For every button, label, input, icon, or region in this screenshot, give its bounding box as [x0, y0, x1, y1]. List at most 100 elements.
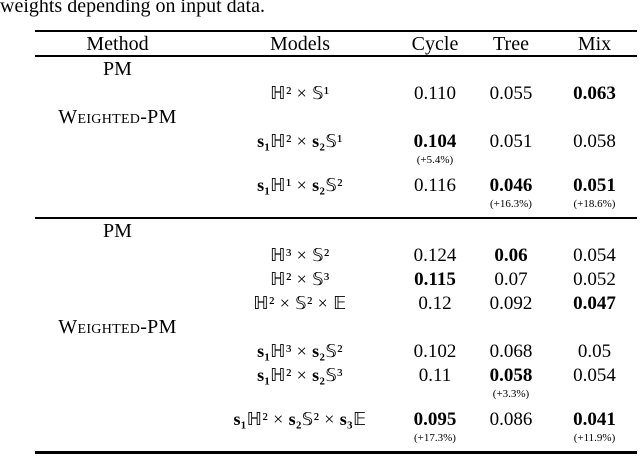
- value-cell: 0.095: [413, 408, 457, 430]
- method-label: PM: [103, 220, 132, 242]
- value-cell: 0.086: [489, 408, 533, 430]
- value-cell: 0.116: [413, 174, 457, 196]
- percent-annotation: [552, 153, 637, 154]
- percent-annotation: (+16.3%): [490, 198, 532, 210]
- improvement-annotation-row: (+17.3%) (+11.9%): [35, 431, 637, 451]
- percent-annotation: [400, 387, 470, 388]
- percent-annotation: (+18.6%): [573, 198, 616, 210]
- model-cell: ℍ³ × 𝕊²: [270, 245, 330, 265]
- value-cell: 0.041: [573, 408, 616, 430]
- value-cell: 0.058: [573, 130, 616, 152]
- scale-weight-symbol: s₂: [288, 409, 302, 429]
- value-cell: 0.051: [489, 130, 533, 152]
- improvement-annotation-row: (+5.4%): [35, 153, 637, 173]
- value-cell: 0.052: [573, 268, 616, 290]
- section-separator-rule: [35, 217, 637, 219]
- value-cell: 0.046: [489, 174, 533, 196]
- empty-cell: [200, 153, 400, 154]
- percent-annotation: [470, 153, 552, 154]
- model-result-row: ℍ² × 𝕊³ 0.115 0.07 0.052: [35, 267, 637, 291]
- value-cell: 0.068: [489, 340, 533, 362]
- column-header-cycle: Cycle: [411, 32, 459, 55]
- value-cell: 0.11: [418, 364, 452, 386]
- table-bottom-rule: [35, 451, 637, 454]
- percent-annotation: (+17.3%): [414, 432, 456, 444]
- model-result-row: s₁ℍ¹ × s₂𝕊² 0.116 0.046 0.051: [35, 173, 637, 197]
- caption-text: weights depending on input data.: [0, 0, 265, 17]
- scale-weight-symbol: s₂: [312, 175, 326, 195]
- value-cell: 0.115: [414, 268, 456, 290]
- percent-annotation: (+3.3%): [492, 388, 530, 400]
- column-header-tree: Tree: [493, 32, 529, 55]
- value-cell: 0.058: [489, 364, 533, 386]
- model-cell: ℍ² × 𝕊¹: [270, 83, 330, 103]
- empty-cell: [200, 387, 400, 388]
- percent-annotation: (+5.4%): [416, 154, 454, 166]
- value-cell: 0.102: [413, 340, 457, 362]
- scale-weight-symbol: s₁: [257, 131, 271, 151]
- empty-cell: [35, 431, 200, 432]
- value-cell: 0.07: [494, 268, 528, 290]
- value-cell: 0.063: [573, 82, 616, 104]
- empty-cell: [35, 197, 200, 198]
- value-cell: 0.092: [489, 292, 533, 314]
- model-cell: s₁ℍ¹ × s₂𝕊²: [257, 175, 343, 195]
- method-row: PM: [35, 57, 637, 81]
- model-result-row: s₁ℍ² × s₂𝕊¹ 0.104 0.051 0.058: [35, 129, 637, 153]
- scale-weight-symbol: s₁: [257, 175, 271, 195]
- percent-annotation: [400, 197, 470, 198]
- column-header-method: Method: [86, 32, 149, 55]
- model-cell: ℍ² × 𝕊² × 𝔼: [253, 293, 347, 313]
- value-cell: 0.054: [573, 364, 616, 386]
- method-row: Weighted-PM: [35, 315, 637, 339]
- model-cell: ℍ² × 𝕊³: [270, 269, 330, 289]
- method-label: PM: [103, 58, 132, 80]
- method-label: Weighted-PM: [58, 316, 177, 338]
- scale-weight-symbol: s₂: [312, 365, 326, 385]
- empty-cell: [35, 387, 200, 388]
- model-result-row: s₁ℍ² × s₂𝕊² × s₃𝔼 0.095 0.086 0.041: [35, 407, 637, 431]
- model-cell: s₁ℍ³ × s₂𝕊²: [257, 341, 343, 361]
- scale-weight-symbol: s₂: [312, 341, 326, 361]
- value-cell: 0.06: [494, 244, 528, 266]
- scale-weight-symbol: s₁: [257, 341, 271, 361]
- method-row: PM: [35, 219, 637, 243]
- model-cell: s₁ℍ² × s₂𝕊¹: [257, 131, 343, 151]
- model-cell: s₁ℍ² × s₂𝕊³: [257, 365, 343, 385]
- empty-cell: [200, 197, 400, 198]
- method-label: Weighted-PM: [58, 106, 177, 128]
- model-result-row: s₁ℍ² × s₂𝕊³ 0.11 0.058 0.054: [35, 363, 637, 387]
- column-header-models: Models: [270, 32, 330, 55]
- percent-annotation: (+11.9%): [573, 432, 616, 444]
- table-header-row: Method Models Cycle Tree Mix: [35, 32, 637, 55]
- value-cell: 0.047: [573, 292, 616, 314]
- improvement-annotation-row: (+16.3%) (+18.6%): [35, 197, 637, 217]
- scale-weight-symbol: s₁: [233, 409, 247, 429]
- percent-annotation: [552, 387, 637, 388]
- value-cell: 0.054: [573, 244, 616, 266]
- header-separator-rule: [35, 55, 637, 57]
- improvement-annotation-row: (+3.3%): [35, 387, 637, 407]
- method-row: Weighted-PM: [35, 105, 637, 129]
- value-cell: 0.12: [418, 292, 452, 314]
- empty-cell: [35, 153, 200, 154]
- empty-cell: [200, 431, 400, 432]
- scale-weight-symbol: s₃: [339, 409, 353, 429]
- percent-annotation: [470, 431, 552, 432]
- value-cell: 0.124: [413, 244, 457, 266]
- table-top-rule: [35, 30, 637, 32]
- model-result-row: s₁ℍ³ × s₂𝕊² 0.102 0.068 0.05: [35, 339, 637, 363]
- model-result-row: ℍ² × 𝕊¹ 0.110 0.055 0.063: [35, 81, 637, 105]
- column-header-mix: Mix: [577, 32, 612, 55]
- model-result-row: ℍ³ × 𝕊² 0.124 0.06 0.054: [35, 243, 637, 267]
- scale-weight-symbol: s₂: [312, 131, 326, 151]
- scale-weight-symbol: s₁: [257, 365, 271, 385]
- results-table: Method Models Cycle Tree Mix PM ℍ² × 𝕊¹ 0.110 0…: [35, 30, 637, 454]
- table-body: PM ℍ² × 𝕊¹ 0.110 0.055 0.063 Weighted-PM s₁ℍ² …: [35, 57, 637, 451]
- value-cell: 0.104: [413, 130, 457, 152]
- value-cell: 0.051: [573, 174, 616, 196]
- model-cell: s₁ℍ² × s₂𝕊² × s₃𝔼: [233, 409, 367, 429]
- value-cell: 0.055: [489, 82, 533, 104]
- model-result-row: ℍ² × 𝕊² × 𝔼 0.12 0.092 0.047: [35, 291, 637, 315]
